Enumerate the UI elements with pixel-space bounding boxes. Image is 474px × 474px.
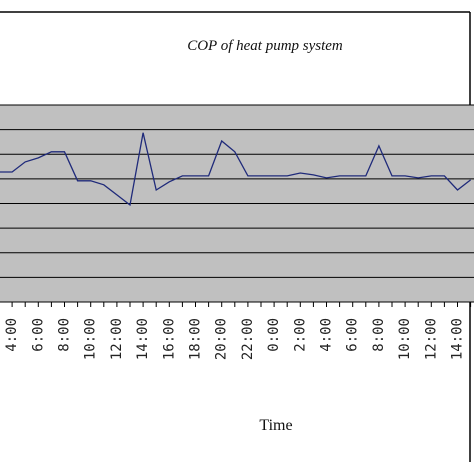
x-tick-label: 10:00 [83,318,99,360]
x-tick-label: 22:00 [240,318,256,360]
x-tick-label: 12:00 [109,318,125,360]
plot-area [0,104,474,307]
x-tick-label: 0:00 [266,318,282,352]
x-tick-label: 6:00 [30,318,46,352]
x-tick-label: 12:00 [423,318,439,360]
x-tick-label: 14:00 [450,318,466,360]
x-tick-label: 4:00 [319,318,335,352]
x-tick-label: 18:00 [188,318,204,360]
x-tick-label: 8:00 [57,318,73,352]
x-tick-label: 2:00 [292,318,308,352]
x-tick-label: 6:00 [345,318,361,352]
chart-title: COP of heat pump system [187,38,343,54]
x-tick-label: 20:00 [214,318,230,360]
x-tick-label: 8:00 [371,318,387,352]
x-axis-label: Time [259,417,292,434]
x-tick-label: 14:00 [135,318,151,360]
series-line [0,132,471,207]
x-tick-label: 16:00 [161,318,177,360]
x-tick-label: 10:00 [397,318,413,360]
x-tick-label: 4:00 [4,318,20,352]
